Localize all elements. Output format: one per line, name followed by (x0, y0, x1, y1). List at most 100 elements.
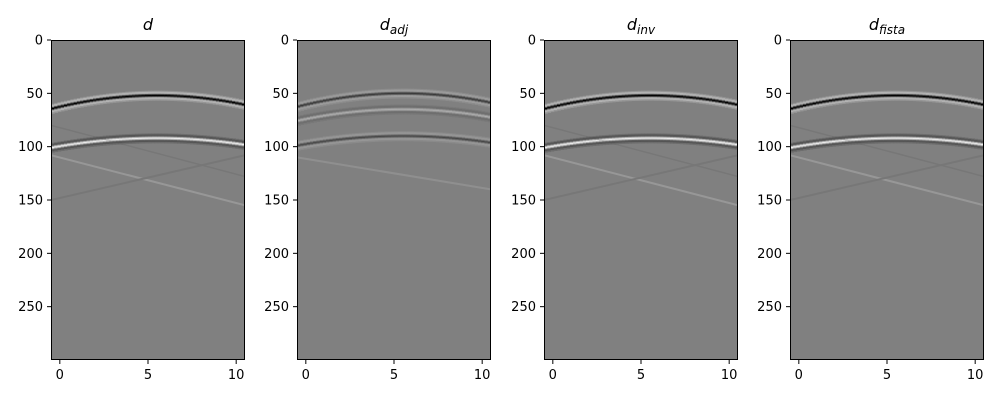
event-sample (474, 115, 479, 117)
event-sample (663, 135, 668, 138)
event-sample (641, 92, 645, 95)
event-sample (854, 97, 859, 100)
event-sample (403, 107, 408, 110)
event-sample (419, 133, 424, 136)
event-sample (309, 140, 314, 142)
event-sample (326, 118, 330, 121)
event-sample (368, 134, 372, 136)
event-sample (429, 108, 434, 111)
event-sample (903, 139, 907, 142)
event-sample (634, 93, 639, 95)
event-sample (484, 112, 489, 115)
event-sample (458, 136, 463, 138)
event-sample (650, 99, 655, 101)
event-sample (857, 140, 862, 143)
event-sample (57, 150, 62, 152)
event-sample (109, 99, 114, 102)
event-sample (329, 110, 334, 113)
event-sample (692, 100, 697, 102)
event-sample (938, 135, 943, 137)
event-sample (419, 95, 424, 97)
event-sample (896, 139, 901, 142)
event-sample (605, 137, 610, 139)
event-sample (141, 95, 146, 97)
event-sample (193, 97, 198, 100)
event-sample (70, 143, 75, 146)
event-sample (806, 139, 810, 142)
event-sample (118, 92, 123, 94)
event-sample (215, 140, 220, 143)
event-sample (390, 88, 395, 91)
event-sample (432, 96, 437, 98)
event-sample (167, 99, 172, 101)
event-sample (300, 109, 305, 111)
event-sample (666, 136, 671, 139)
event-sample (653, 140, 658, 143)
event-sample (105, 143, 110, 146)
event-sample (144, 96, 149, 98)
event-sample (615, 100, 619, 102)
event-sample (566, 100, 571, 103)
event-sample (377, 96, 382, 99)
event-sample (673, 92, 678, 94)
event-sample (413, 112, 418, 114)
event-sample (112, 92, 117, 95)
event-sample (851, 135, 856, 138)
event-sample (611, 96, 616, 98)
event-sample (135, 96, 139, 98)
event-sample (841, 143, 846, 145)
event-sample (560, 105, 564, 107)
event-sample (974, 138, 979, 141)
event-sample (173, 133, 178, 136)
event-sample (164, 93, 168, 96)
event-sample (232, 100, 236, 103)
event-sample (692, 95, 697, 97)
event-sample (419, 96, 424, 98)
event-sample (335, 138, 340, 140)
event-sample (303, 106, 308, 108)
event-sample (361, 108, 366, 110)
event-sample (154, 96, 159, 98)
event-sample (96, 140, 101, 143)
event-sample (154, 133, 159, 135)
event-sample (452, 93, 457, 96)
event-sample (297, 119, 301, 122)
event-sample (173, 142, 178, 144)
panel-title: dfista (869, 15, 905, 37)
event-sample (316, 97, 321, 99)
event-sample (676, 96, 681, 99)
event-sample (471, 139, 476, 142)
event-sample (474, 102, 479, 104)
event-sample (445, 93, 450, 95)
event-sample (569, 104, 574, 106)
event-sample (361, 134, 366, 137)
event-sample (967, 98, 972, 100)
event-sample (419, 137, 424, 140)
event-sample (941, 96, 946, 99)
event-sample (458, 112, 463, 114)
event-sample (335, 140, 340, 142)
event-sample (912, 97, 917, 99)
event-sample (180, 97, 185, 100)
event-sample (410, 93, 414, 96)
event-sample (432, 109, 437, 112)
event-sample (332, 116, 337, 119)
event-sample (154, 99, 159, 101)
event-sample (974, 139, 979, 142)
event-sample (951, 103, 956, 105)
event-sample (170, 99, 175, 101)
event-sample (890, 96, 895, 98)
event-sample (796, 141, 801, 143)
event-sample (793, 148, 798, 150)
event-sample (112, 99, 117, 101)
heatmap-image (297, 88, 491, 191)
event-sample (151, 133, 156, 135)
event-sample (478, 114, 482, 117)
event-sample (394, 96, 398, 98)
event-sample (222, 101, 227, 103)
event-sample (481, 99, 486, 101)
event-sample (339, 99, 343, 102)
event-sample (387, 132, 392, 134)
event-sample (342, 142, 347, 145)
event-sample (602, 99, 607, 102)
